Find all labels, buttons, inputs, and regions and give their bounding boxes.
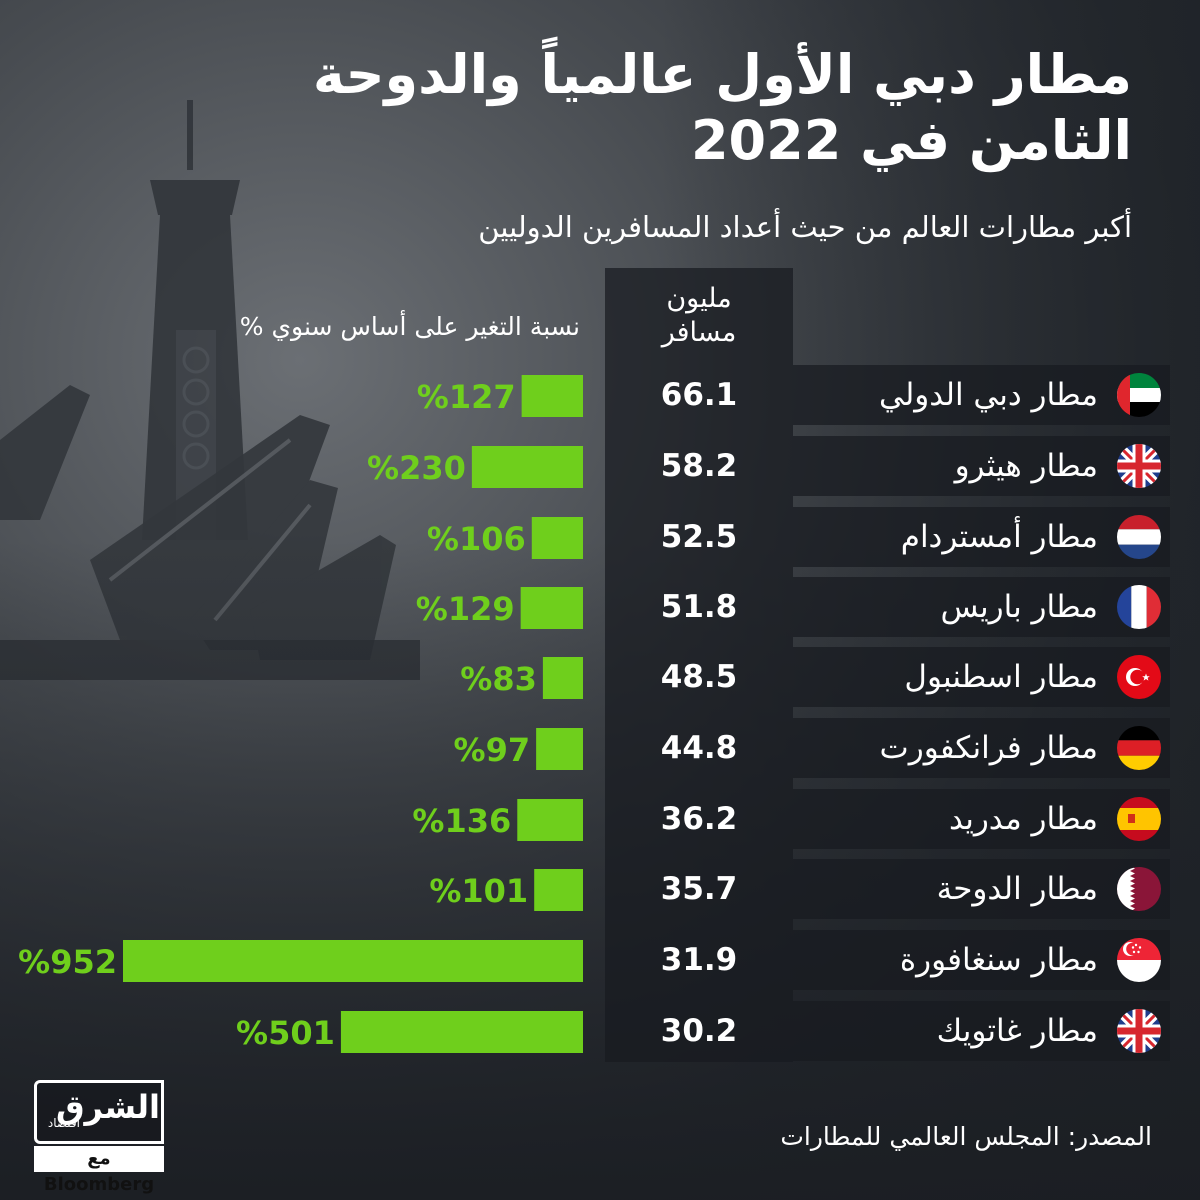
airport-name-panel — [793, 859, 1170, 919]
netherlands-flag-icon — [1117, 515, 1161, 559]
passengers-value: 36.2 — [660, 801, 738, 837]
yoy-bar-label: %97 — [454, 731, 531, 769]
logo-frame — [34, 1080, 164, 1144]
passengers-value: 44.8 — [660, 730, 738, 766]
passengers-value: 30.2 — [660, 1013, 738, 1049]
uk-flag-icon — [1117, 1009, 1161, 1053]
airport-name: مطار فرانكفورت — [879, 730, 1098, 766]
yoy-bar — [542, 657, 583, 699]
airport-name-panel — [793, 365, 1170, 425]
logo-partner: مع Bloomberg — [34, 1146, 164, 1195]
airport-name-panel — [793, 718, 1170, 778]
yoy-bar-label: %106 — [427, 520, 526, 558]
yoy-bar — [340, 1011, 583, 1053]
yoy-bar — [534, 869, 583, 911]
uk-flag-icon — [1117, 444, 1161, 488]
airport-name-panel — [793, 1001, 1170, 1061]
yoy-bar-label: %136 — [412, 802, 511, 840]
yoy-bar — [520, 587, 583, 629]
chart-title-line-2: الثامن في 2022 — [690, 109, 1132, 172]
yoy-bar-label: %129 — [416, 590, 515, 628]
airport-name-panel — [793, 930, 1170, 990]
passengers-value: 52.5 — [660, 519, 738, 555]
yoy-bar — [531, 517, 583, 559]
chart-subtitle: أكبر مطارات العالم من حيث أعداد المسافري… — [478, 210, 1132, 244]
airport-name: مطار باريس — [940, 589, 1099, 625]
chart-title: مطار دبي الأول عالمياً والدوحة الثامن في… — [232, 42, 1132, 174]
airport-name-panel — [793, 577, 1170, 637]
airport-name: مطار غاتويك — [936, 1013, 1098, 1049]
turkey-flag-icon — [1117, 655, 1161, 699]
source-note: المصدر: المجلس العالمي للمطارات — [780, 1122, 1152, 1151]
airport-name-panel — [793, 436, 1170, 496]
passengers-value: 66.1 — [660, 377, 738, 413]
qatar-flag-icon — [1117, 867, 1161, 911]
asharq-bloomberg-logo: الشرق اقتصاد مع Bloomberg — [30, 1080, 170, 1195]
yoy-bar-label: %83 — [460, 660, 537, 698]
passengers-value: 48.5 — [660, 659, 738, 695]
yoy-bar — [521, 375, 583, 417]
passengers-column-panel — [605, 268, 793, 1062]
yoy-bar-label: %101 — [429, 872, 528, 910]
yoy-bar-label: %127 — [417, 378, 516, 416]
airport-name-panel — [793, 647, 1170, 707]
logo-with-text: مع — [87, 1148, 111, 1169]
france-flag-icon — [1117, 585, 1161, 629]
airport-name-panel — [793, 789, 1170, 849]
yoy-bar-label: %230 — [367, 449, 466, 487]
airport-name: مطار اسطنبول — [904, 659, 1098, 695]
passengers-value: 35.7 — [660, 871, 738, 907]
logo-partner-text: Bloomberg — [43, 1174, 155, 1195]
yoy-bar — [471, 446, 583, 488]
logo-sub-text: اقتصاد — [47, 1116, 80, 1130]
germany-flag-icon — [1117, 726, 1161, 770]
airport-name: مطار أمستردام — [900, 519, 1098, 555]
singapore-flag-icon — [1117, 938, 1161, 982]
airport-name: مطار سنغافورة — [899, 942, 1098, 978]
passengers-column-header: مليون مسافر — [605, 282, 793, 350]
airport-name-panel — [793, 507, 1170, 567]
spain-flag-icon — [1117, 797, 1161, 841]
passengers-header-line-1: مليون — [666, 283, 732, 314]
passengers-value: 51.8 — [660, 589, 738, 625]
change-column-header: نسبة التغير على أساس سنوي % — [239, 312, 580, 341]
airport-name: مطار الدوحة — [936, 871, 1098, 907]
yoy-bar — [517, 799, 583, 841]
yoy-bar — [536, 728, 583, 770]
passengers-value: 31.9 — [660, 942, 738, 978]
airport-name: مطار هيثرو — [954, 448, 1098, 484]
yoy-bar — [123, 940, 583, 982]
passengers-header-line-2: مسافر — [661, 317, 737, 348]
airport-name: مطار دبي الدولي — [878, 377, 1098, 413]
airport-name: مطار مدريد — [948, 801, 1098, 837]
passengers-value: 58.2 — [660, 448, 738, 484]
logo-main-text: الشرق — [55, 1088, 160, 1126]
yoy-bar-label: %501 — [236, 1014, 335, 1052]
chart-title-line-1: مطار دبي الأول عالمياً والدوحة — [312, 43, 1132, 106]
uae-flag-icon — [1117, 373, 1161, 417]
yoy-bar-label: %952 — [18, 943, 117, 981]
